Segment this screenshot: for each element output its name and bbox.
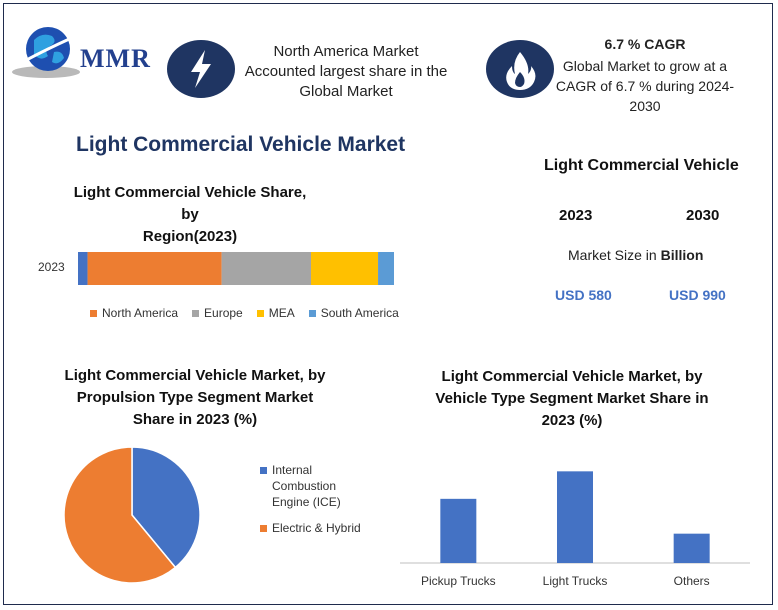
pie-legend-item: Electric & Hybrid <box>260 520 361 536</box>
legend-label: MEA <box>268 306 295 320</box>
stacked-bar-segment <box>221 252 312 285</box>
region-highlight-text: North America Market Accounted largest s… <box>236 42 456 102</box>
legend-item: Europe <box>192 306 243 320</box>
region-chart-legend: North America Europe MEA South America <box>90 306 399 320</box>
stacked-bar-segment <box>78 252 88 285</box>
x-tick-label: Light Trucks <box>543 574 608 588</box>
logo-text: MMR <box>80 44 151 73</box>
region-stacked-bar-chart <box>78 252 394 285</box>
pie-slice <box>63 446 177 584</box>
pie-legend-label: Engine (ICE) <box>272 495 341 509</box>
market-size-label-prefix: Market Size in <box>568 247 661 263</box>
propulsion-chart-title-line: Light Commercial Vehicle Market, by <box>64 367 326 384</box>
x-tick-label: Others <box>674 574 710 588</box>
market-size-title: Light Commercial Vehicle <box>544 157 739 174</box>
lightning-icon-badge <box>167 40 235 98</box>
legend-swatch <box>192 309 200 317</box>
cagr-title: 6.7 % CAGR <box>604 36 686 52</box>
pie-legend-label: Electric & Hybrid <box>272 521 361 535</box>
pie-legend-label: Internal <box>272 463 313 477</box>
propulsion-chart-title-line: Share in 2023 (%) <box>132 411 258 428</box>
market-size-value-start: USD 580 <box>555 287 612 303</box>
pie-legend-swatch <box>260 525 267 532</box>
pie-slice <box>131 446 201 569</box>
vehicle-type-bar-chart: Pickup Trucks Light Trucks Others <box>400 471 750 588</box>
propulsion-chart-legend: Internal Combustion Engine (ICE) Electric &… <box>260 462 361 546</box>
stacked-bar-segment <box>311 252 379 285</box>
cagr-line: 2030 <box>629 98 661 114</box>
market-size-year-start: 2023 <box>559 207 593 224</box>
vehicle-type-chart-title-line: 2023 (%) <box>541 412 603 429</box>
region-chart-title-line: Region(2023) <box>142 228 238 245</box>
legend-label: North America <box>102 306 179 320</box>
legend-item: MEA <box>256 306 295 320</box>
cagr-line: Global Market to grow at a <box>562 58 728 74</box>
vehicle-type-chart-title: Light Commercial Vehicle Market, by Vehi… <box>412 366 732 432</box>
lightning-icon <box>191 50 211 88</box>
legend-label: South America <box>320 306 399 320</box>
cagr-line: CAGR of 6.7 % during 2024- <box>555 78 735 94</box>
bar <box>440 498 477 563</box>
x-tick-label: Pickup Trucks <box>421 574 496 588</box>
pie-legend-item: Internal Combustion Engine (ICE) <box>260 462 361 510</box>
region-highlight-line: Global Market <box>299 83 393 100</box>
market-size-label-unit: Billion <box>660 247 704 263</box>
flame-icon-badge <box>486 40 554 98</box>
vehicle-type-chart-title-line: Light Commercial Vehicle Market, by <box>441 368 703 385</box>
stacked-bar-segment <box>378 252 394 285</box>
region-highlight-line: Accounted largest share in the <box>244 63 448 80</box>
region-chart-title-line: Light Commercial Vehicle Share, by <box>73 184 307 223</box>
pie-legend-label: Combustion <box>272 479 337 493</box>
globe-icon <box>11 27 80 78</box>
stacked-bar-segment <box>87 252 222 285</box>
region-chart-category-label: 2023 <box>38 260 65 274</box>
legend-swatch <box>90 309 97 317</box>
market-size-label: Market Size in Billion <box>568 247 703 263</box>
flame-icon <box>506 52 536 90</box>
market-size-year-end: 2030 <box>686 207 720 224</box>
region-chart-title: Light Commercial Vehicle Share, by Regio… <box>70 182 310 248</box>
legend-label: Europe <box>204 306 243 320</box>
region-highlight-line: North America Market <box>273 43 419 60</box>
legend-item: North America <box>90 306 178 320</box>
legend-swatch <box>308 309 316 317</box>
pie-legend-swatch <box>260 467 267 474</box>
legend-swatch <box>256 309 264 317</box>
legend-item: South America <box>308 306 399 320</box>
page-title: Light Commercial Vehicle Market <box>76 133 406 156</box>
propulsion-chart-title-line: Propulsion Type Segment Market <box>76 389 314 406</box>
vehicle-type-chart-title-line: Vehicle Type Segment Market Share in <box>435 390 709 407</box>
cagr-text: 6.7 % CAGR Global Market to grow at a CA… <box>552 34 738 116</box>
bar <box>673 533 710 563</box>
logo: MMR <box>10 22 150 82</box>
market-size-value-end: USD 990 <box>669 287 726 303</box>
propulsion-chart-title: Light Commercial Vehicle Market, by Prop… <box>40 365 350 431</box>
propulsion-pie-chart <box>63 446 201 584</box>
bar <box>557 471 593 563</box>
